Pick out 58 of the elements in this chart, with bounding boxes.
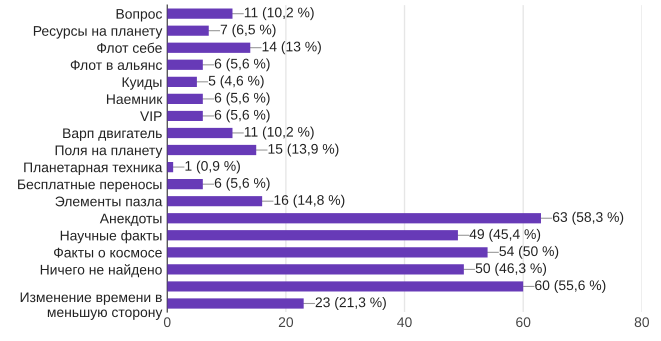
bar [167,281,524,292]
bar [167,213,541,224]
y-tick-label: Бесплатные переносы [18,180,162,192]
x-tick-label: 40 [397,317,412,328]
bar [167,8,232,19]
bar [167,298,304,309]
bar [167,42,250,53]
bar [167,264,464,275]
data-label: 5 (4,6 %) [208,75,264,88]
y-tick-label: Вопрос [116,9,162,22]
data-label: 50 (46,3 %) [476,262,546,276]
data-label: 63 (58,3 %) [552,212,624,225]
y-tick-label: Куиды [122,77,162,90]
data-label: 23 (21,3 %) [316,297,386,310]
data-label: 11 (10,2 %) [244,126,314,140]
y-tick-label: Анекдоты [100,214,162,226]
y-tick-label: Планетарная техника [24,162,162,176]
x-tick-label: 80 [634,317,650,328]
bar [167,162,174,172]
bar [167,26,209,36]
y-tick-label: VIP [140,111,162,121]
bar [167,144,256,156]
data-label: 1 (0,9 %) [185,160,240,174]
data-label: 6 (5,6 %) [214,178,270,191]
data-label: 49 (45,4 %) [470,228,540,242]
bar [167,230,458,240]
data-label: 6 (5,6 %) [214,58,270,72]
x-tick-label: 20 [278,317,294,328]
bar [167,179,203,190]
data-label: 14 (13 %) [262,41,321,54]
bar [167,60,203,70]
y-tick-label: Наемник [106,94,162,104]
data-label: 60 (55,6 %) [535,280,606,293]
data-label: 15 (13,9 %) [268,144,338,157]
y-tick-label: Флот себе [97,42,162,53]
x-tick-label: 0 [164,317,171,328]
y-tick-label: Ничего не найдено [40,264,162,278]
data-label: 11 (10,2 %) [244,7,314,20]
y-tick-label: Ресурсы на планету [34,26,162,39]
y-tick-label: Флот в альянс [70,60,162,70]
bar [167,196,262,206]
bar [167,76,197,87]
y-tick-label: Поля на планету [56,146,162,158]
data-label: 6 (5,6 %) [214,109,270,122]
bar [167,247,488,258]
y-tick-label: Элементы пазла [55,196,162,206]
y-tick-label: Изменение времени в меньшую сторону [20,292,162,320]
data-label: 6 (5,6 %) [214,92,270,106]
y-tick-label: Научные факты [60,230,162,244]
x-tick-label: 60 [516,317,530,328]
y-tick-label: Варп двигатель [63,128,162,141]
bar [167,94,203,104]
bar [167,128,232,138]
bar [167,110,203,122]
data-label: 7 (6,5 %) [220,24,276,38]
data-label: 54 (50 %) [499,246,558,259]
y-tick-label: Факты о космосе [54,248,162,258]
data-label: 16 (14,8 %) [274,194,344,208]
